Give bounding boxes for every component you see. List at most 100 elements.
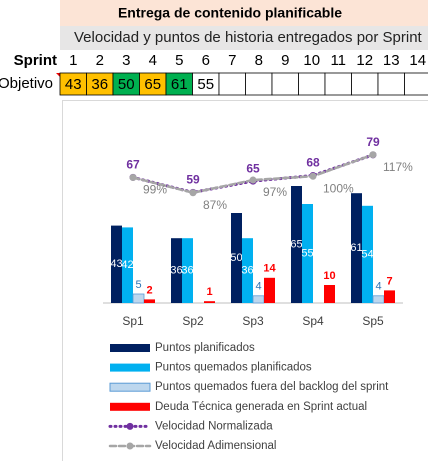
data-label: 97% (263, 185, 287, 199)
bar (182, 238, 193, 303)
objective-cell (404, 72, 428, 96)
legend-swatch (110, 363, 150, 372)
x-tick-label: Sp4 (302, 314, 324, 328)
data-label: 61 (350, 242, 362, 254)
legend-label: Puntos planificados (155, 342, 255, 354)
objective-cell (218, 72, 246, 96)
sprint-number: 1 (69, 52, 77, 69)
subtitle-cell (60, 26, 428, 50)
x-tick-label: Sp2 (182, 314, 204, 328)
legend-swatch (110, 344, 150, 352)
data-label: 36 (170, 265, 182, 277)
bar (252, 295, 265, 304)
legend-marker (126, 442, 134, 450)
data-label: 59 (186, 173, 200, 187)
data-label: 4 (255, 281, 261, 293)
line-marker (189, 189, 197, 197)
objective-cell (298, 72, 326, 96)
data-label: 100% (323, 181, 354, 195)
data-label: 65 (290, 238, 302, 250)
legend-marker (126, 422, 134, 430)
bar (302, 204, 313, 303)
sprint-number: 6 (202, 52, 210, 69)
data-label: 5 (135, 279, 141, 291)
objective-label: Objetivo (0, 75, 53, 92)
bar (242, 238, 253, 303)
x-tick-label: Sp5 (362, 314, 384, 328)
x-tick-label: Sp3 (242, 314, 264, 328)
legend-label: Puntos quemados planificados (155, 362, 312, 374)
data-label: 50 (230, 252, 242, 264)
data-label: 7 (386, 275, 392, 287)
data-label: 1 (206, 286, 212, 298)
bar (351, 193, 362, 303)
objective-value: 50 (118, 76, 135, 93)
sprint-number: 9 (281, 52, 289, 69)
bar (111, 225, 122, 303)
objective-value: 55 (197, 76, 214, 93)
x-tick-label: Sp1 (122, 314, 144, 328)
bar (171, 238, 182, 303)
bar (144, 299, 155, 303)
title-cell (60, 0, 428, 26)
sprint-label: Sprint (14, 52, 57, 69)
data-label: 55 (301, 247, 313, 259)
bar (384, 290, 395, 303)
sprint-number: 5 (175, 52, 183, 69)
data-label: 117% (383, 160, 413, 174)
data-label: 79 (366, 135, 380, 149)
objective-value: 36 (91, 76, 108, 93)
objective-cell (324, 72, 352, 96)
legend-swatch (110, 402, 150, 411)
bar (231, 213, 242, 303)
sprint-number: 11 (330, 52, 346, 69)
sprint-number: 3 (122, 52, 130, 69)
data-label: 99% (143, 183, 167, 197)
sprint-number: 2 (96, 52, 104, 69)
data-label: 67 (126, 158, 140, 172)
sprint-number: 10 (303, 52, 320, 69)
objective-cell (351, 72, 379, 96)
data-label: 68 (306, 156, 320, 170)
data-label: 10 (323, 270, 335, 282)
data-label: 36 (181, 265, 193, 277)
data-label: 36 (241, 265, 253, 277)
line-marker (249, 176, 257, 184)
legend-swatch (109, 382, 151, 392)
sprint-number: 12 (356, 52, 373, 69)
line-marker (309, 172, 317, 180)
legend-label: Deuda Técnica generada en Sprint actual (155, 401, 367, 413)
legend-label: Puntos quemados fuera del backlog del sp… (155, 381, 389, 393)
sprint-number: 8 (255, 52, 263, 69)
objective-value: 65 (144, 76, 161, 93)
bar (291, 186, 302, 303)
data-label: 14 (263, 263, 276, 275)
sprint-number: 13 (383, 52, 400, 69)
bar (362, 205, 373, 303)
legend-label: Velocidad Normalizada (155, 420, 273, 432)
bar (132, 293, 145, 304)
sprint-number: 14 (409, 52, 426, 69)
data-label: 4 (375, 281, 381, 293)
bar (204, 301, 215, 303)
bar (264, 277, 275, 303)
data-label: 54 (361, 248, 373, 260)
data-label: 65 (246, 161, 260, 175)
objective-cell (271, 72, 299, 96)
sheet-title: Entrega de contenido planificable (118, 5, 342, 21)
objective-value: 43 (65, 76, 82, 93)
bar (372, 295, 385, 304)
data-label: 43 (110, 258, 122, 270)
data-label: 87% (203, 198, 227, 212)
data-label: 42 (121, 259, 133, 271)
legend-label: Velocidad Adimensional (155, 440, 276, 452)
data-label: 2 (146, 284, 152, 296)
sprint-number: 4 (149, 52, 157, 69)
sprint-number: 7 (228, 52, 236, 69)
line-marker (369, 151, 377, 159)
sheet-subtitle: Velocidad y puntos de historia entregado… (74, 29, 423, 46)
objective-cell (245, 72, 273, 96)
